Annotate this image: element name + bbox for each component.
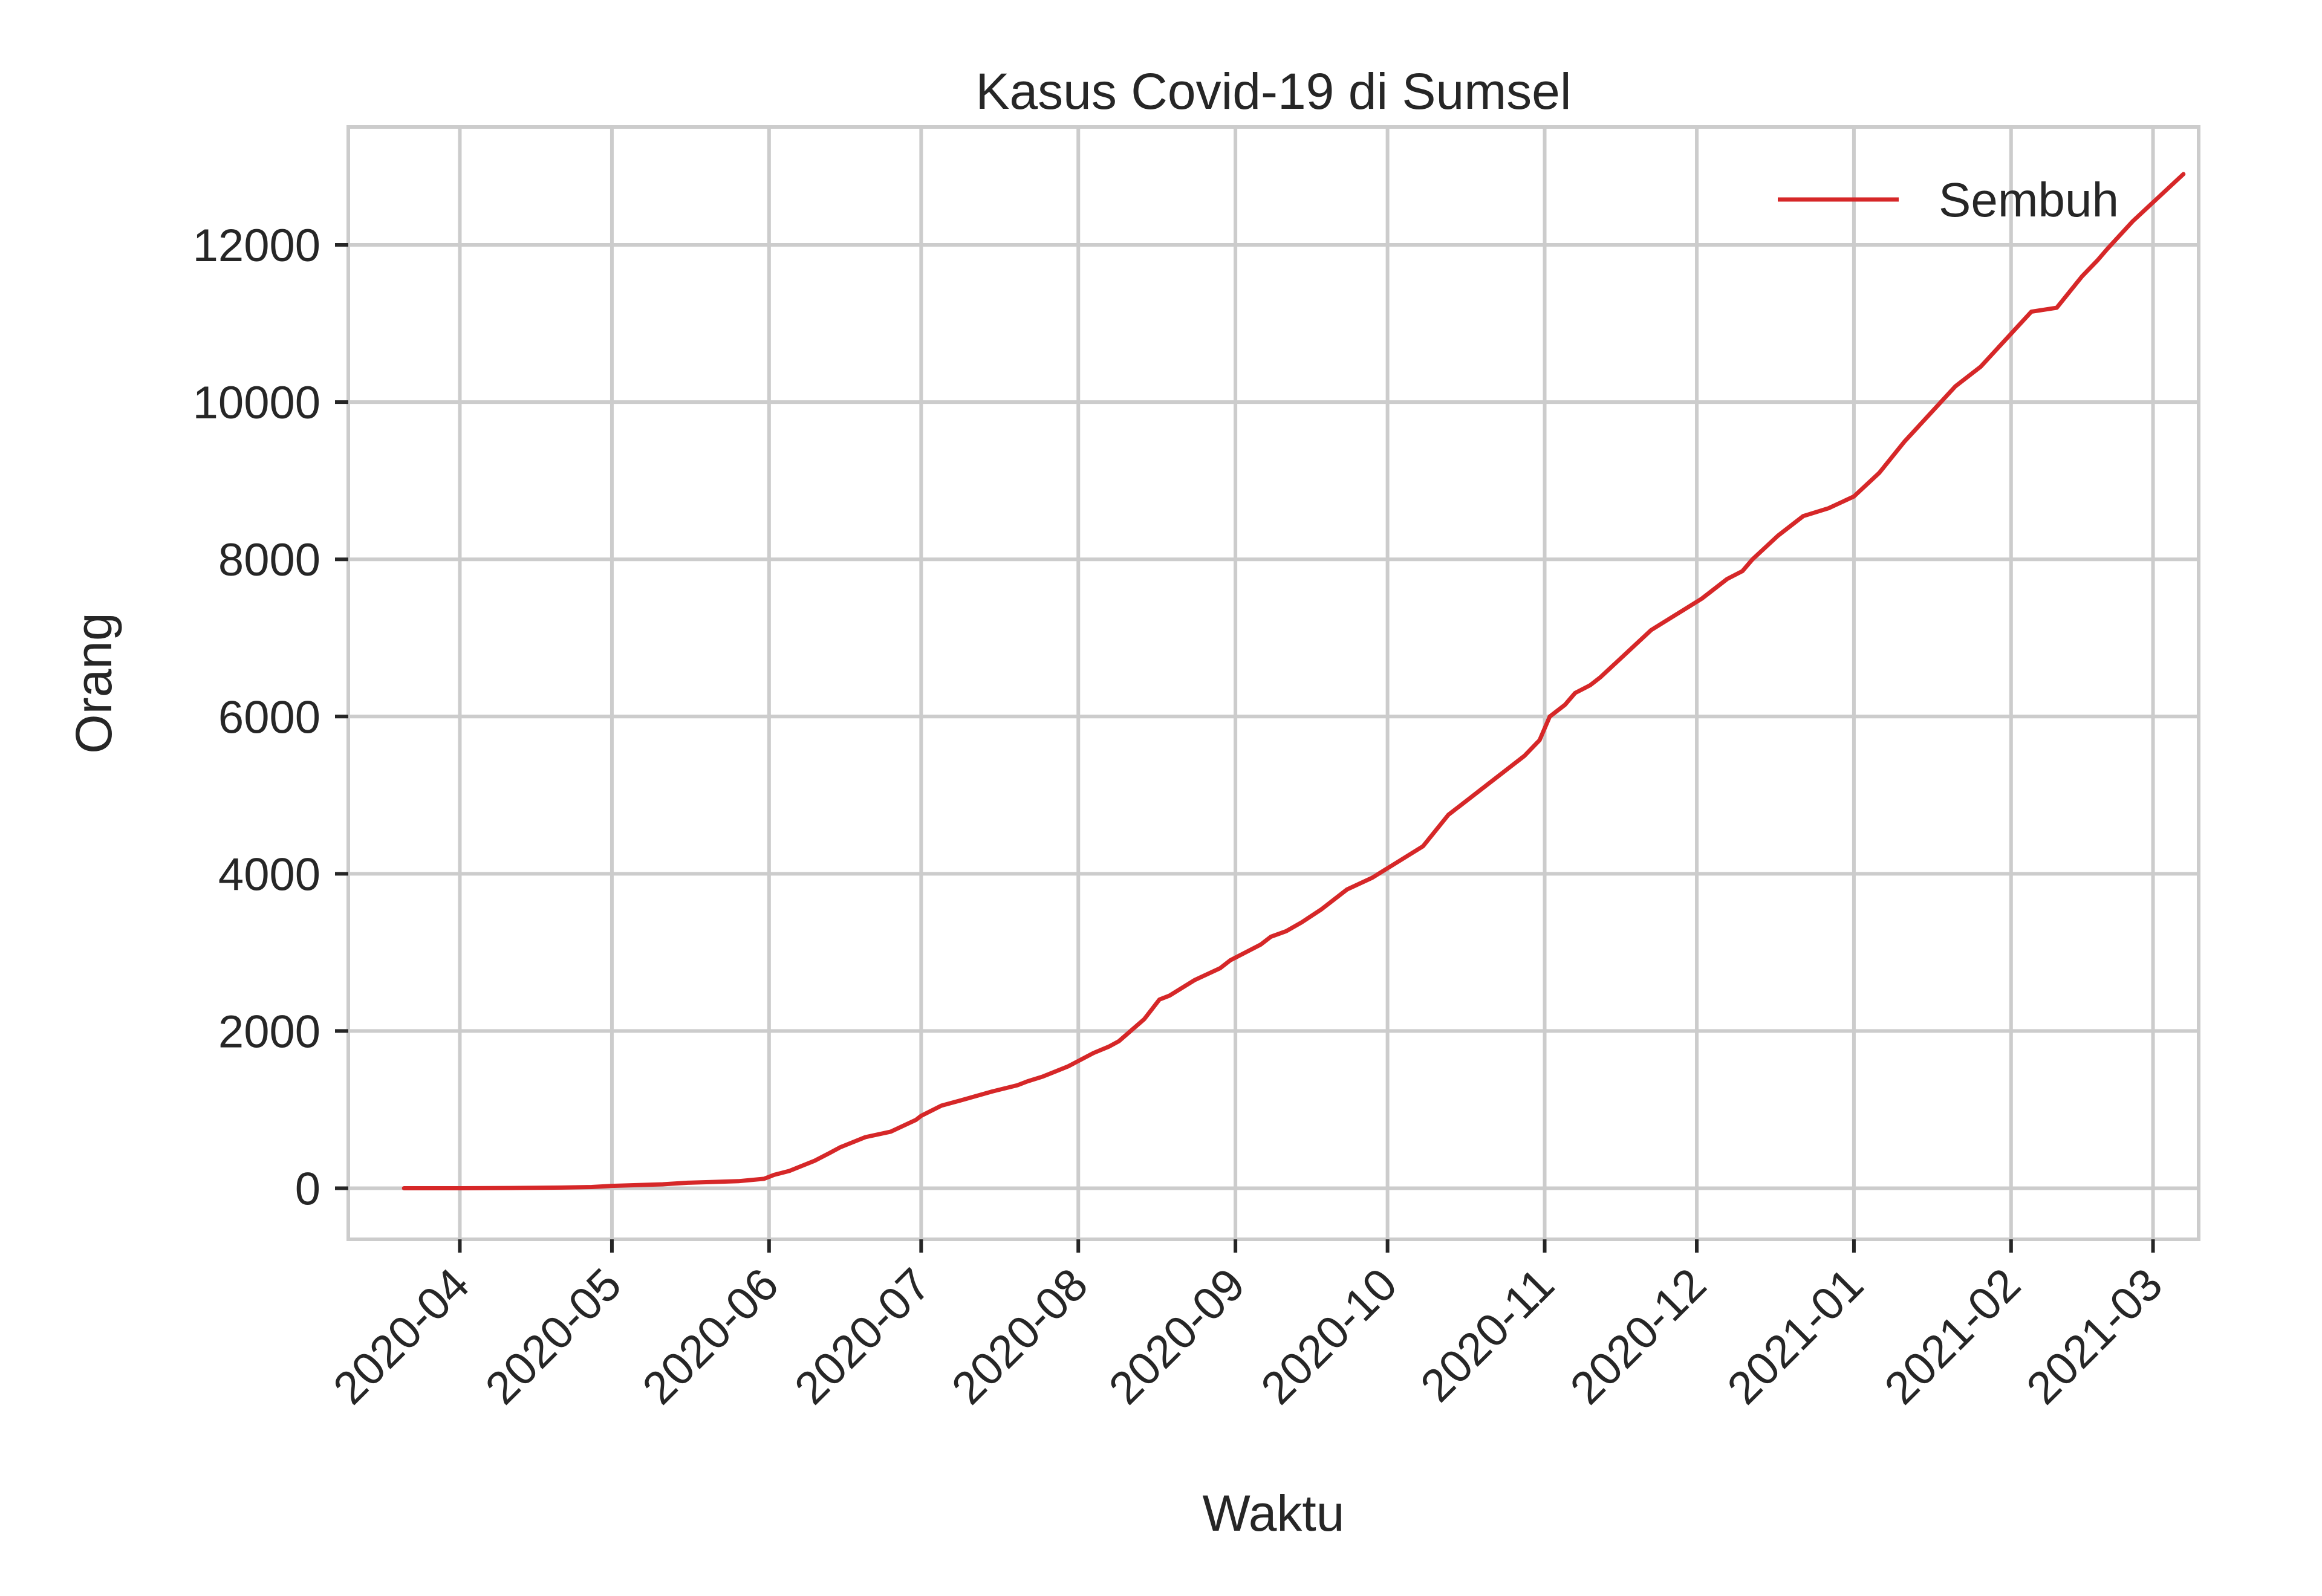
y-tick-label: 8000 [218,534,320,586]
legend-label-sembuh: Sembuh [1939,173,2119,227]
x-tick-label: 2020-11 [1411,1259,1564,1412]
legend: Sembuh [1778,173,2119,227]
plot-frame [346,125,2200,1241]
x-tick-label: 2020-10 [1251,1259,1407,1414]
y-tick-label: 4000 [218,849,320,900]
x-tick-label: 2020-04 [324,1259,479,1414]
y-tick-label: 0 [295,1163,320,1215]
y-tick-label: 10000 [193,377,320,429]
axis-ticks: 0200040006000800010000120002020-042020-0… [193,220,2173,1414]
x-tick-label: 2020-06 [633,1259,789,1414]
x-axis-label: Waktu [1203,1485,1345,1542]
series-line-sembuh [402,172,2186,1190]
x-tick-label: 2020-07 [785,1259,940,1414]
x-tick-label: 2020-09 [1099,1259,1255,1414]
series-layer [402,172,2186,1190]
x-tick-label: 2020-08 [942,1259,1098,1414]
x-tick-label: 2021-01 [1718,1259,1873,1414]
x-tick-label: 2020-05 [476,1259,631,1414]
chart-title: Kasus Covid-19 di Sumsel [975,63,1571,120]
y-tick-label: 6000 [218,692,320,743]
y-axis-label: Orang [65,612,122,753]
y-tick-label: 12000 [193,220,320,271]
grid-lines [348,127,2199,1239]
x-tick-label: 2021-03 [2017,1259,2172,1414]
y-tick-label: 2000 [218,1006,320,1057]
x-tick-label: 2021-02 [1875,1259,2030,1414]
x-tick-label: 2020-12 [1561,1259,1716,1414]
